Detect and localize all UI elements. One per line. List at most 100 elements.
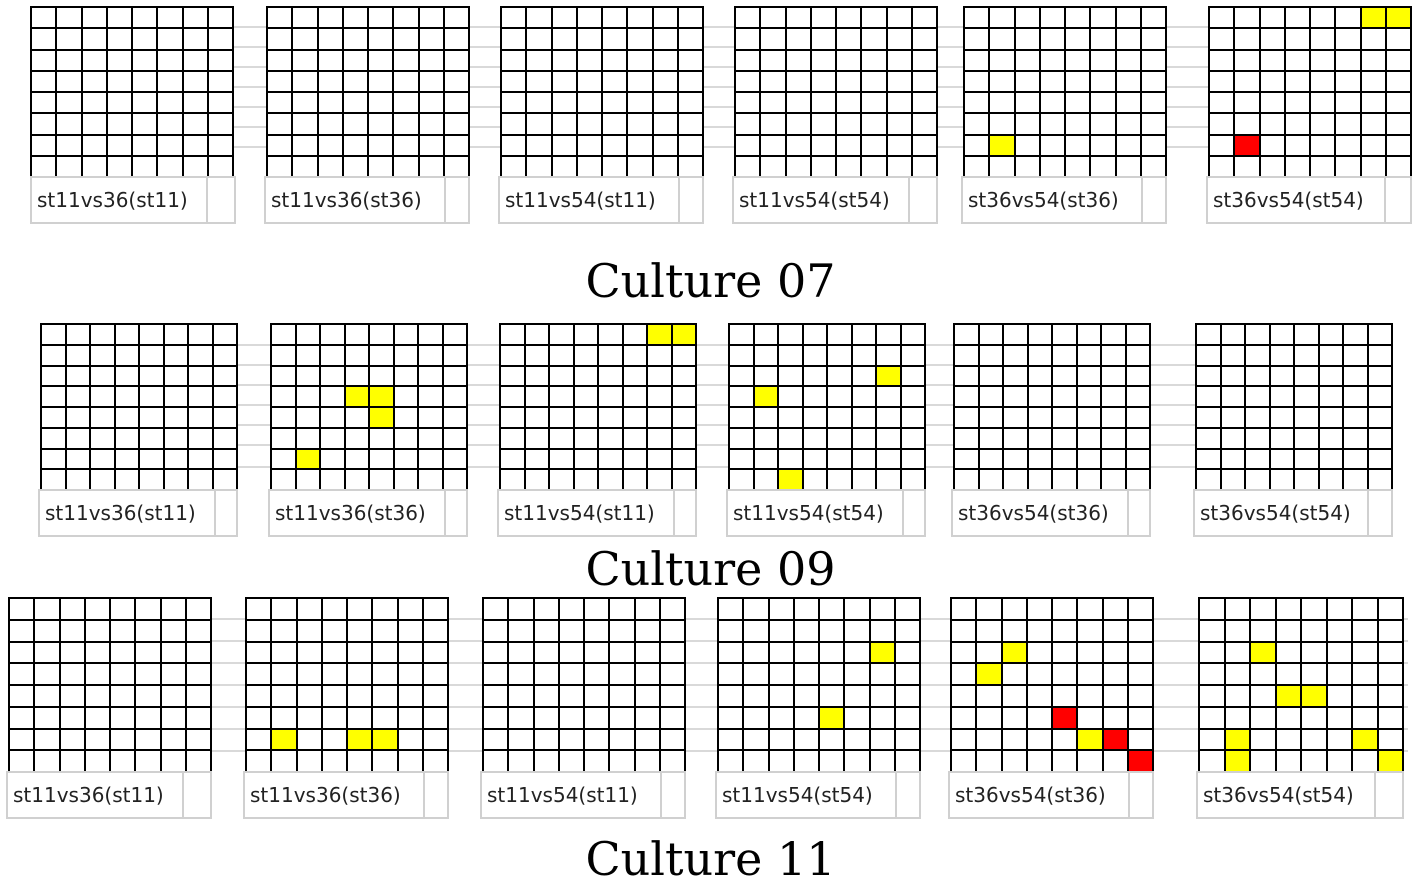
- grid-cell: [1126, 449, 1151, 471]
- grid-cell: [444, 114, 470, 136]
- grid-cell: [1270, 428, 1295, 450]
- gap-line: [8, 750, 1408, 752]
- panel-label-box: st11vs54(st54): [726, 489, 926, 537]
- grid-cell: [628, 8, 654, 30]
- grid-cell: [189, 428, 214, 450]
- grid-cell: [1276, 620, 1302, 643]
- grid-cell: [955, 408, 980, 429]
- grid-cell: [419, 408, 444, 429]
- grid-cell: [1221, 345, 1246, 367]
- gap-line: [40, 444, 1390, 446]
- grid-cell: [550, 408, 575, 429]
- grid-cell: [1066, 50, 1092, 72]
- grid-cell: [525, 387, 550, 408]
- grid-cell: [60, 664, 86, 686]
- label-divider: [895, 773, 897, 817]
- grid-cell: [133, 50, 159, 72]
- grid-cell: [343, 71, 369, 93]
- grid-cell: [1077, 325, 1102, 346]
- panel-label-box: st11vs36(st11): [30, 176, 236, 224]
- red-highlight-cell: [1103, 729, 1129, 752]
- grid-cell: [761, 71, 787, 93]
- grid-cell: [779, 366, 804, 388]
- grid-cell: [550, 428, 575, 450]
- yellow-highlight-cell: [672, 325, 697, 346]
- panel-label-box: st11vs54(st11): [497, 489, 697, 537]
- grid-cell: [268, 135, 294, 157]
- grid-cell: [1197, 449, 1222, 471]
- grid-cell: [1319, 428, 1344, 450]
- grid-cell: [1126, 428, 1151, 450]
- grid-cell: [1200, 599, 1226, 621]
- grid-cell: [672, 387, 697, 408]
- grid-cell: [912, 93, 938, 115]
- panel-label: st11vs54(st11): [504, 501, 655, 525]
- heatmap-grid: [30, 6, 234, 178]
- grid-cell: [297, 642, 323, 665]
- gap-line: [40, 404, 1390, 406]
- grid-cell: [761, 50, 787, 72]
- grid-cell: [678, 71, 704, 93]
- grid-cell: [345, 449, 370, 471]
- grid-cell: [803, 345, 828, 367]
- grid-cell: [272, 470, 297, 491]
- grid-cell: [1319, 325, 1344, 346]
- grid-cell: [318, 50, 344, 72]
- grid-cell: [912, 156, 938, 178]
- grid-cell: [852, 470, 877, 491]
- grid-cell: [585, 620, 611, 643]
- grid-cell: [744, 751, 770, 773]
- grid-cell: [803, 449, 828, 471]
- grid-cell: [272, 366, 297, 388]
- grid-cell: [1386, 114, 1412, 136]
- yellow-highlight-cell: [1386, 8, 1412, 30]
- grid-cell: [730, 449, 755, 471]
- grid-cell: [502, 29, 528, 51]
- grid-cell: [623, 387, 648, 408]
- grid-cell: [60, 642, 86, 665]
- grid-cell: [1246, 345, 1271, 367]
- grid-cell: [501, 428, 526, 450]
- grid-cell: [183, 93, 209, 115]
- panel-label: st11vs36(st11): [13, 783, 164, 807]
- grid-cell: [887, 156, 913, 178]
- grid-cell: [895, 686, 921, 708]
- grid-cell: [501, 449, 526, 471]
- grid-cell: [85, 620, 111, 643]
- panel-label: st11vs36(st36): [275, 501, 426, 525]
- grid-cell: [484, 707, 510, 730]
- grid-cell: [828, 387, 853, 408]
- yellow-highlight-cell: [1378, 751, 1404, 773]
- grid-cell: [1336, 50, 1362, 72]
- grid-cell: [10, 642, 36, 665]
- grid-cell: [1027, 751, 1053, 773]
- grid-cell: [1078, 707, 1104, 730]
- grid-cell: [423, 620, 449, 643]
- grid-cell: [164, 366, 189, 388]
- grid-cell: [990, 71, 1016, 93]
- grid-cell: [1004, 470, 1029, 491]
- grid-cell: [32, 156, 58, 178]
- grid-cell: [484, 599, 510, 621]
- grid-cell: [730, 428, 755, 450]
- grid-cell: [133, 156, 159, 178]
- grid-cell: [610, 751, 636, 773]
- grid-cell: [1200, 707, 1226, 730]
- yellow-highlight-cell: [1225, 729, 1251, 752]
- grid-cell: [1126, 470, 1151, 491]
- grid-cell: [837, 114, 863, 136]
- grid-cell: [1078, 642, 1104, 665]
- red-highlight-cell: [1235, 135, 1261, 157]
- yellow-highlight-cell: [1276, 686, 1302, 708]
- grid-cell: [213, 408, 238, 429]
- heatmap-grid: [953, 323, 1151, 491]
- grid-cell: [443, 470, 468, 491]
- heatmap-grid: [40, 323, 238, 491]
- grid-cell: [574, 408, 599, 429]
- grid-cell: [952, 599, 978, 621]
- grid-cell: [1246, 387, 1271, 408]
- grid-cell: [1221, 449, 1246, 471]
- grid-cell: [736, 135, 762, 157]
- grid-cell: [1103, 707, 1129, 730]
- grid-cell: [186, 620, 212, 643]
